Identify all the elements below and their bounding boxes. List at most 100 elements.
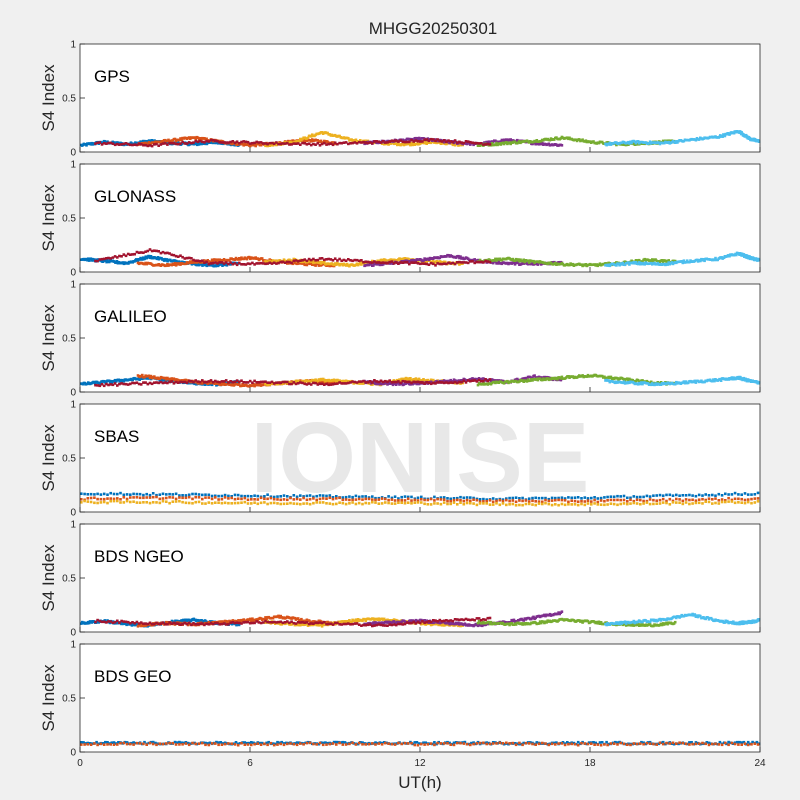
data-point	[157, 381, 160, 385]
data-point	[397, 380, 400, 383]
data-point	[238, 383, 241, 386]
data-point	[279, 381, 282, 385]
data-point	[699, 259, 702, 263]
data-point	[482, 497, 485, 501]
data-point	[159, 143, 163, 146]
data-point	[269, 495, 273, 498]
data-point	[456, 381, 459, 385]
data-point	[586, 497, 590, 500]
data-point	[223, 501, 227, 505]
data-point	[341, 501, 345, 505]
data-point	[159, 380, 163, 384]
data-point	[253, 494, 256, 497]
data-point	[145, 492, 148, 496]
data-point	[279, 502, 282, 506]
data-point	[135, 381, 139, 384]
data-point	[615, 264, 618, 267]
y-axis-label: S4 Index	[39, 424, 58, 492]
data-point	[106, 493, 109, 496]
data-point	[375, 261, 378, 264]
data-point	[632, 501, 636, 505]
data-point	[730, 498, 734, 502]
data-point	[388, 379, 391, 382]
data-point	[253, 498, 256, 501]
data-point	[348, 495, 351, 498]
data-point	[488, 503, 492, 506]
data-point	[609, 375, 613, 379]
data-point	[735, 253, 738, 257]
data-point	[299, 259, 302, 262]
data-point	[418, 262, 422, 266]
data-point	[325, 494, 328, 498]
data-point	[616, 494, 619, 498]
data-point	[305, 502, 309, 505]
data-point	[238, 380, 241, 384]
data-point	[394, 380, 398, 384]
data-point	[524, 499, 528, 502]
data-point	[314, 259, 317, 262]
data-point	[360, 259, 363, 262]
data-point	[375, 140, 378, 143]
data-point	[299, 379, 302, 382]
data-point	[445, 140, 448, 144]
data-point	[436, 502, 439, 505]
data-point	[675, 501, 678, 504]
data-point	[532, 259, 535, 263]
data-point	[351, 141, 354, 145]
data-point	[113, 143, 117, 147]
data-point	[266, 383, 269, 387]
data-point	[155, 257, 159, 261]
data-point	[136, 259, 140, 262]
data-point	[462, 496, 466, 500]
data-point	[655, 494, 658, 497]
data-point	[187, 495, 191, 499]
data-point	[549, 261, 553, 264]
data-point	[508, 503, 511, 506]
data-point	[490, 142, 494, 145]
data-point	[739, 375, 742, 379]
data-point	[381, 380, 385, 384]
data-point	[713, 379, 716, 383]
data-point	[380, 258, 384, 262]
data-point	[272, 495, 276, 499]
data-point	[279, 498, 282, 502]
data-point	[609, 498, 613, 502]
data-point	[466, 379, 470, 382]
data-point	[315, 494, 318, 498]
data-point	[244, 140, 248, 144]
data-point	[427, 263, 431, 266]
data-point	[242, 140, 245, 143]
data-point	[464, 381, 468, 384]
data-point	[427, 258, 431, 262]
data-point	[301, 141, 304, 145]
data-point	[323, 141, 326, 145]
data-point	[554, 496, 557, 500]
data-point	[651, 258, 654, 261]
data-point	[639, 502, 642, 506]
data-point	[148, 254, 151, 258]
data-point	[277, 142, 280, 146]
data-point	[543, 375, 546, 379]
data-point	[248, 379, 252, 383]
data-point	[386, 380, 389, 384]
data-point	[184, 494, 188, 497]
data-point	[668, 503, 672, 506]
data-point	[737, 497, 740, 501]
data-point	[347, 258, 350, 261]
data-point	[142, 493, 145, 497]
series-6	[604, 375, 761, 387]
data-point	[253, 379, 256, 383]
data-point	[599, 503, 603, 506]
data-point	[511, 257, 515, 261]
data-point	[612, 495, 616, 499]
data-point	[567, 503, 570, 506]
data-point	[266, 497, 269, 501]
data-point	[246, 498, 250, 502]
data-point	[459, 499, 462, 502]
data-point	[354, 618, 358, 621]
data-point	[222, 262, 226, 265]
data-point	[96, 492, 99, 496]
data-point	[165, 500, 168, 503]
data-point	[240, 384, 243, 388]
